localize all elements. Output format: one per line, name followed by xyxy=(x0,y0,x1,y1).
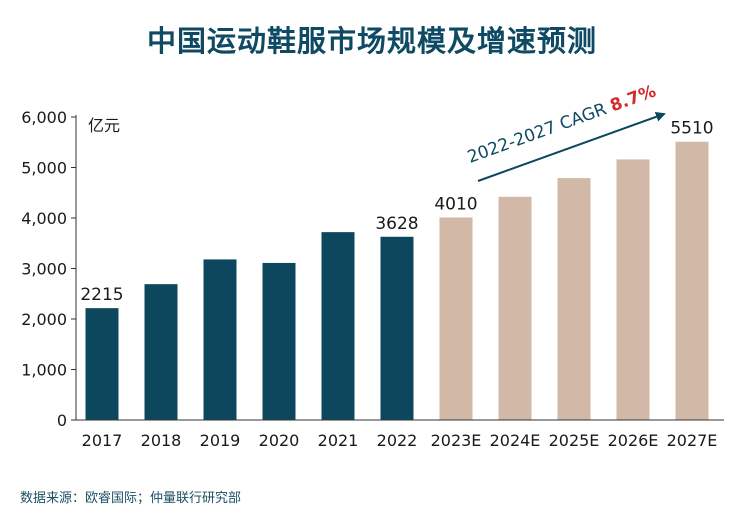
chart-title: 中国运动鞋服市场规模及增速预测 xyxy=(146,24,597,58)
y-tick-label: 3,000 xyxy=(21,260,67,279)
bar-2027E xyxy=(675,141,709,420)
y-tick-label: 1,000 xyxy=(21,361,67,380)
y-tick-label: 2,000 xyxy=(21,310,67,329)
x-tick-label: 2026E xyxy=(608,431,659,450)
y-axis: 0 1,000 2,000 3,000 4,000 5,000 6,000 xyxy=(21,108,77,430)
x-tick-label: 2018 xyxy=(141,431,182,450)
bar-2026E xyxy=(616,159,650,421)
x-tick-label: 2020 xyxy=(259,431,300,450)
data-labels: 2215 3628 4010 5510 xyxy=(80,119,713,305)
cagr-label: 2022-2027 CAGR 8.7% xyxy=(465,82,659,168)
data-label-2017: 2215 xyxy=(80,285,123,305)
data-label-2023E: 4010 xyxy=(434,194,477,214)
x-tick-label: 2017 xyxy=(82,431,123,450)
x-tick-label: 2024E xyxy=(490,431,541,450)
bar-2020 xyxy=(262,262,296,420)
bar-2017 xyxy=(85,308,119,420)
y-axis-unit-label: 亿元 xyxy=(88,116,120,135)
x-axis: 2017 2018 2019 2020 2021 2022 2023E 2024E 2025E 2… xyxy=(76,419,724,450)
cagr-arrow xyxy=(477,112,666,182)
x-tick-label: 2023E xyxy=(431,431,482,450)
bar-2023E xyxy=(439,217,473,420)
source-note: 数据来源：欧睿国际；仲量联行研究部 xyxy=(20,491,242,506)
x-tick-label: 2019 xyxy=(200,431,241,450)
cagr-text: 2022-2027 CAGR xyxy=(465,97,614,167)
bar-2024E xyxy=(498,196,532,420)
y-tick-label: 4,000 xyxy=(21,209,67,228)
bar-2021 xyxy=(321,232,355,420)
x-tick-label: 2022 xyxy=(377,431,418,450)
data-label-2022: 3628 xyxy=(375,214,418,234)
bars xyxy=(85,141,709,421)
bar-2019 xyxy=(203,259,237,420)
bar-2018 xyxy=(144,284,178,420)
x-tick-label: 2021 xyxy=(318,431,359,450)
bar-2025E xyxy=(557,178,591,420)
y-tick-label: 6,000 xyxy=(21,108,67,127)
y-tick-label: 0 xyxy=(57,411,67,430)
cagr-value: 8.7% xyxy=(608,82,659,117)
data-label-2027E: 5510 xyxy=(670,119,713,139)
y-tick-label: 5,000 xyxy=(21,159,67,178)
x-tick-label: 2025E xyxy=(549,431,600,450)
x-tick-label: 2027E xyxy=(667,431,718,450)
bar-2022 xyxy=(380,236,414,420)
